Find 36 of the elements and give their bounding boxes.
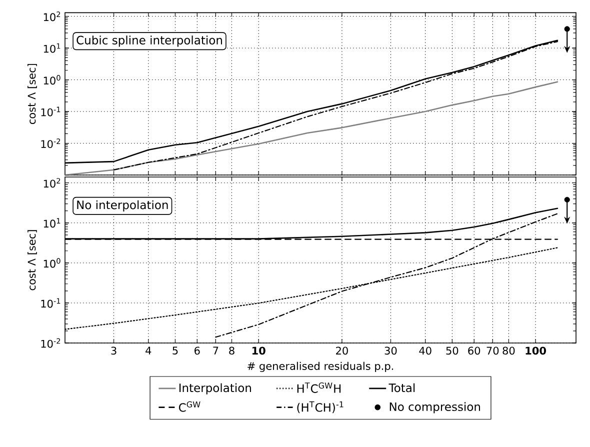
x-tick-label: 3: [111, 346, 116, 355]
legend-label: H$^{T}$C$^{GW}$H: [297, 382, 341, 393]
y-tick-label: 10$^{-2}$: [41, 138, 60, 148]
legend-label: (H$^{T}$CH)$^{-1}$: [297, 401, 344, 414]
y-tick-label: 10$^{0}$: [44, 75, 60, 85]
x-tick-label: 6: [194, 346, 200, 355]
y-tick-label: 10$^{1}$: [44, 43, 60, 53]
y-axis-title: cost Λ [sec]: [28, 64, 37, 124]
y-tick-label: 10$^{2}$: [44, 178, 60, 188]
x-tick-label: 30: [384, 346, 397, 355]
x-tick-label: 50: [446, 346, 458, 355]
x-tick-label: 5: [172, 346, 178, 355]
x-tick-label: 8: [229, 346, 234, 355]
y-tick-label: 10$^{-1}$: [41, 298, 60, 308]
y-tick-label: 10$^{2}$: [44, 12, 60, 22]
x-axis-title: # generalised residuals p.p.: [248, 362, 394, 372]
y-tick-label: 10$^{1}$: [44, 218, 60, 228]
x-tick-label: 10: [252, 346, 266, 355]
x-tick-label: 40: [419, 346, 432, 355]
text: Interpolation: [179, 383, 251, 394]
y-axis-title: cost Λ [sec]: [28, 230, 37, 290]
y-tick-label: 10$^{-1}$: [41, 106, 60, 116]
x-tick-label: 80: [502, 346, 515, 355]
x-tick-label: 4: [146, 346, 152, 354]
y-tick-label: 10$^{-2}$: [41, 338, 60, 348]
legend-label: C$^{GW}$: [178, 401, 200, 412]
annotation: Cubic spline interpolation: [76, 36, 222, 47]
x-tick-label: 7: [213, 346, 218, 354]
x-tick-label: 60: [468, 346, 480, 355]
legend-label: No compression: [390, 402, 480, 414]
x-tick-label: 70: [486, 346, 499, 355]
x-tick-label: 20: [336, 346, 348, 355]
annotation: No interpolation: [77, 200, 168, 212]
x-tick-label: 100: [526, 346, 546, 355]
legend-label: Total: [388, 383, 415, 392]
y-tick-label: 10$^{0}$: [44, 258, 60, 268]
